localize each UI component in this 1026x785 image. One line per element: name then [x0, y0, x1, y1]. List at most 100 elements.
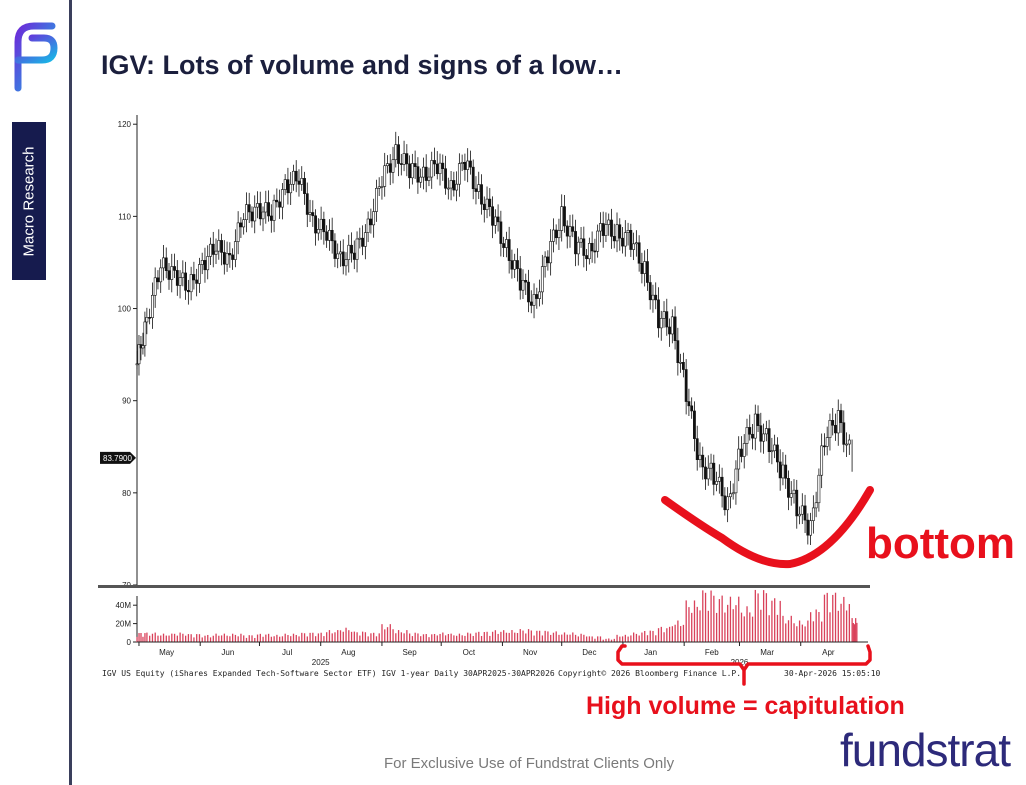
volume-bar: [334, 632, 336, 642]
candle-body: [220, 240, 223, 253]
volume-bar: [710, 590, 712, 642]
volume-bar: [843, 596, 845, 642]
volume-bar: [801, 624, 803, 642]
candle-body: [767, 428, 771, 453]
candle-body: [145, 317, 149, 323]
candle-body: [670, 316, 674, 335]
volume-bar: [417, 633, 419, 642]
volume-bar: [597, 636, 599, 642]
volume-bar: [408, 633, 411, 642]
volume-bar: [212, 635, 214, 642]
volume-bar: [182, 633, 184, 642]
annotations-layer: bottom High volume = capitulation: [586, 486, 1015, 720]
candle-body: [181, 272, 185, 278]
candle-body: [665, 311, 669, 328]
candle-body: [275, 199, 279, 203]
candle-body: [681, 362, 685, 370]
candle-body: [717, 476, 721, 482]
volume-bar: [353, 631, 355, 642]
candle-body: [803, 505, 807, 521]
volume-bar: [151, 633, 154, 642]
candle-body: [623, 232, 627, 247]
volume-bar: [331, 633, 333, 642]
volume-bar: [572, 632, 574, 642]
volume-bar: [350, 631, 353, 642]
price-tick-label: 110: [118, 212, 131, 221]
candle-body: [552, 229, 555, 242]
volume-bar: [691, 612, 693, 642]
candle-body: [742, 443, 746, 457]
month-label: Sep: [402, 648, 417, 657]
candle-body: [582, 238, 586, 256]
volume-bar: [762, 590, 765, 642]
candle-body: [460, 161, 464, 164]
candle-body: [814, 502, 818, 509]
candle-body: [579, 238, 583, 243]
volume-bar: [160, 635, 162, 642]
candle-body: [294, 170, 298, 182]
candle-body: [419, 176, 423, 183]
candle-body: [809, 520, 812, 536]
volume-bar: [580, 633, 582, 642]
volume-bar: [370, 633, 372, 642]
volume-bar: [853, 624, 856, 642]
volume-bar: [561, 634, 563, 642]
volume-bar: [138, 633, 140, 642]
volume-bar: [215, 633, 217, 642]
volume-bar: [384, 629, 386, 642]
volume-bar: [585, 636, 588, 642]
volume-bar: [724, 612, 726, 642]
volume-bar: [538, 630, 541, 642]
volume-bar: [403, 633, 405, 642]
volume-bar: [602, 639, 604, 642]
volume-bar: [787, 620, 790, 642]
candle-body: [410, 163, 414, 179]
candle-body: [634, 242, 638, 245]
candle-body: [170, 266, 174, 280]
volume-bar: [774, 598, 776, 642]
volume-bar: [536, 630, 538, 642]
volume-bar: [796, 626, 798, 642]
volume-bar: [704, 592, 707, 642]
volume-bar: [240, 633, 242, 642]
candle-body: [209, 243, 212, 257]
volume-bar: [456, 635, 458, 642]
candle-body: [236, 222, 240, 242]
volume-bar: [328, 630, 331, 642]
candle-body: [698, 454, 702, 460]
candle-body: [626, 230, 630, 233]
candle-body: [715, 481, 718, 485]
candle-body: [424, 166, 428, 181]
volume-bar: [790, 615, 792, 642]
volume-bar: [652, 630, 654, 642]
candle-body: [156, 277, 160, 283]
volume-bar: [785, 623, 787, 642]
footer-disclaimer: For Exclusive Use of Fundstrat Clients O…: [384, 755, 675, 772]
candle-body: [297, 180, 301, 185]
candle-body: [289, 183, 293, 194]
candle-body: [546, 256, 550, 264]
price-tick-label: 90: [122, 397, 131, 406]
volume-bar: [619, 636, 621, 642]
volume-bar: [779, 600, 781, 642]
volume-bar: [588, 636, 591, 642]
volume-bar: [693, 600, 696, 642]
volume-bar: [303, 633, 306, 642]
volume-bar: [198, 634, 201, 642]
volume-bar: [655, 635, 657, 642]
volume-bar: [608, 638, 610, 642]
volume-bar: [414, 632, 416, 642]
candle-body: [706, 467, 710, 480]
candle-body: [740, 448, 743, 457]
candle-body: [668, 326, 671, 335]
volume-bar: [428, 637, 430, 642]
candle-body: [250, 211, 254, 222]
candle-body: [516, 260, 519, 269]
macro-research-tab[interactable]: Macro Research: [12, 122, 46, 280]
candle-body: [817, 474, 821, 504]
candle-body: [457, 163, 461, 185]
volume-bar: [179, 632, 181, 642]
candle-body: [640, 262, 644, 274]
candle-body: [438, 162, 442, 175]
